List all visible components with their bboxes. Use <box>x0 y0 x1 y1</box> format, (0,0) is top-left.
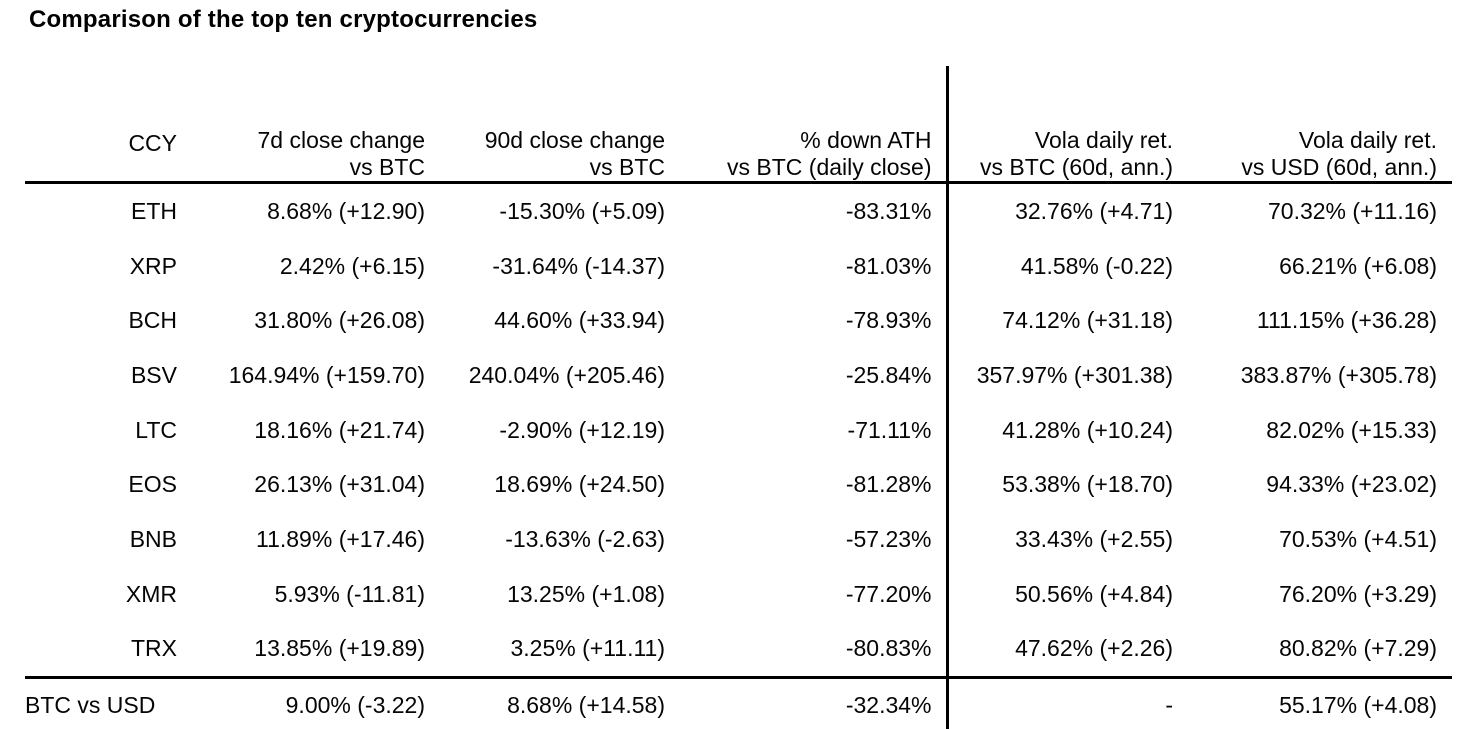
page-title: Comparison of the top ten cryptocurrenci… <box>29 6 538 33</box>
value-cell: 111.15% (+36.28) <box>1256 307 1437 334</box>
footer-ccy-cell: BTC vs USD <box>25 676 177 729</box>
value-cell: 50.56% (+4.84) <box>1015 580 1173 607</box>
table-row: TRX 13.85% (+19.89) 3.25% (+11.11) -80.8… <box>25 621 1452 680</box>
value-cell: 2.42% (+6.15) <box>279 252 425 279</box>
value-cell: 41.28% (+10.24) <box>1002 416 1173 443</box>
table-row: BCH 31.80% (+26.08) 44.60% (+33.94) -78.… <box>25 293 1452 349</box>
value-cell: 44.60% (+33.94) <box>494 307 665 334</box>
value-cell: 11.89% (+17.46) <box>256 525 425 552</box>
value-cell: -57.23% <box>665 512 949 567</box>
value-cell: -31.64% (-14.37) <box>492 252 665 279</box>
value-cell: -71.11% <box>665 402 949 458</box>
value-cell: -81.28% <box>665 457 949 513</box>
ccy-cell: BNB <box>129 525 177 552</box>
value-cell: 13.25% (+1.08) <box>507 580 665 607</box>
footer-row-btc-vs-usd: BTC vs USD 9.00% (-3.22) 8.68% (+14.58) … <box>25 676 1452 729</box>
col-header-90d-change: 90d close change vs BTC <box>425 66 665 184</box>
table-row: BNB 11.89% (+17.46) -13.63% (-2.63) -57.… <box>25 512 1452 567</box>
table-row: XMR 5.93% (-11.81) 13.25% (+1.08) -77.20… <box>25 566 1452 622</box>
value-cell: 76.20% (+3.29) <box>1279 580 1437 607</box>
value-cell: 53.38% (+18.70) <box>1002 471 1173 498</box>
ccy-cell: ETH <box>131 197 177 224</box>
ccy-cell: LTC <box>135 416 177 443</box>
col-header-ccy-label: CCY <box>128 130 177 156</box>
col-header-vola-btc: Vola daily ret. vs BTC (60d, ann.) <box>947 66 1187 184</box>
ccy-cell: XRP <box>129 252 177 279</box>
header-row: CCY 7d close change vs BTC 90d close cha… <box>25 66 1452 184</box>
value-cell: 8.68% (+12.90) <box>267 197 425 224</box>
crypto-comparison-table: CCY 7d close change vs BTC 90d close cha… <box>25 66 1452 729</box>
value-cell: 70.53% (+4.51) <box>1279 525 1437 552</box>
value-cell: -83.31% <box>665 182 949 239</box>
ccy-cell: BSV <box>130 361 177 388</box>
table-body: ETH 8.68% (+12.90) -15.30% (+5.09) -83.3… <box>25 182 1452 680</box>
col-header-ccy: CCY <box>25 66 177 184</box>
ccy-cell: TRX <box>25 621 177 680</box>
value-cell: 13.85% (+19.89) <box>177 621 425 680</box>
table-row: XRP 2.42% (+6.15) -31.64% (-14.37) -81.0… <box>25 238 1452 294</box>
col-header-down-ath: % down ATH vs BTC (daily close) <box>665 66 949 184</box>
value-cell: -15.30% (+5.09) <box>499 197 665 224</box>
value-cell: 82.02% (+15.33) <box>1266 416 1437 443</box>
value-cell: 383.87% (+305.78) <box>1240 361 1437 388</box>
value-cell: 5.93% (-11.81) <box>274 580 425 607</box>
value-cell: 31.80% (+26.08) <box>254 307 425 334</box>
value-cell: 240.04% (+205.46) <box>468 361 665 388</box>
value-cell: 74.12% (+31.18) <box>1002 307 1173 334</box>
value-cell: 70.32% (+11.16) <box>1268 197 1437 224</box>
value-cell: 80.82% (+7.29) <box>1187 621 1452 680</box>
ccy-cell: XMR <box>125 580 177 607</box>
value-cell: 3.25% (+11.11) <box>425 621 665 680</box>
table-row: BSV 164.94% (+159.70) 240.04% (+205.46) … <box>25 348 1452 403</box>
value-cell: 41.58% (-0.22) <box>1020 252 1173 279</box>
footer-value-cell: 55.17% (+4.08) <box>1187 676 1452 729</box>
value-cell: 32.76% (+4.71) <box>1015 197 1173 224</box>
footer-value-cell: 8.68% (+14.58) <box>425 676 665 729</box>
footer-value-cell: - <box>947 676 1187 729</box>
value-cell: 47.62% (+2.26) <box>947 621 1187 680</box>
value-cell: -25.84% <box>665 348 949 403</box>
value-cell: -78.93% <box>665 293 949 349</box>
footer-value-cell: 9.00% (-3.22) <box>177 676 425 729</box>
value-cell: -2.90% (+12.19) <box>499 416 665 443</box>
value-cell: -81.03% <box>665 238 949 294</box>
value-cell: 94.33% (+23.02) <box>1266 471 1437 498</box>
value-cell: 26.13% (+31.04) <box>254 471 425 498</box>
value-cell: -13.63% (-2.63) <box>505 525 665 552</box>
value-cell: 33.43% (+2.55) <box>1015 525 1173 552</box>
table-row: LTC 18.16% (+21.74) -2.90% (+12.19) -71.… <box>25 402 1452 458</box>
value-cell: 66.21% (+6.08) <box>1279 252 1437 279</box>
footer-value-cell: -32.34% <box>665 676 949 729</box>
table-row: ETH 8.68% (+12.90) -15.30% (+5.09) -83.3… <box>25 182 1452 239</box>
value-cell: 18.16% (+21.74) <box>254 416 425 443</box>
value-cell: 18.69% (+24.50) <box>494 471 665 498</box>
value-cell: -80.83% <box>665 621 949 680</box>
value-cell: 164.94% (+159.70) <box>228 361 425 388</box>
table-row: EOS 26.13% (+31.04) 18.69% (+24.50) -81.… <box>25 457 1452 513</box>
col-header-vola-usd: Vola daily ret. vs USD (60d, ann.) <box>1187 66 1452 184</box>
value-cell: -77.20% <box>665 566 949 622</box>
value-cell: 357.97% (+301.38) <box>976 361 1173 388</box>
ccy-cell: BCH <box>128 307 177 334</box>
col-header-7d-change: 7d close change vs BTC <box>177 66 425 184</box>
ccy-cell: EOS <box>128 471 177 498</box>
